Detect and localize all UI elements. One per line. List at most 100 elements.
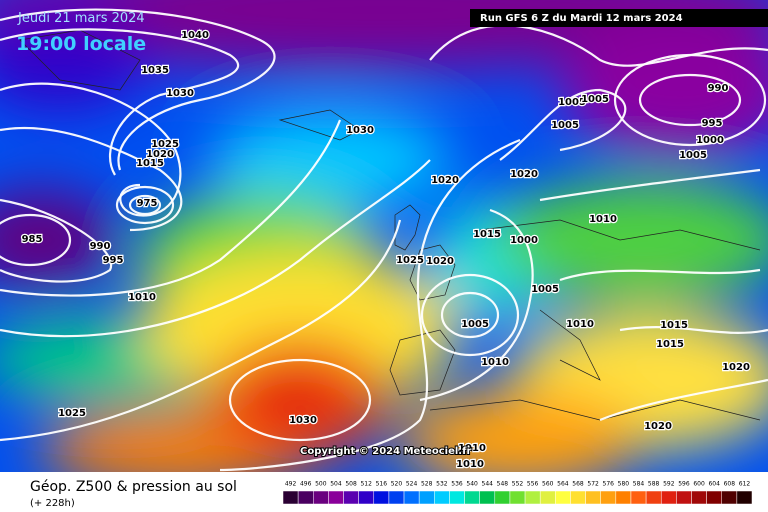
isobar-label: 990 (708, 83, 729, 94)
scale-label: 580 (618, 481, 630, 488)
scale-label: 508 (345, 481, 357, 488)
scale-swatch (615, 490, 632, 505)
scale-swatch (388, 490, 405, 505)
scale-swatch (479, 490, 496, 505)
isobar-label: 1025 (151, 139, 179, 150)
isobar-label: 1020 (146, 149, 174, 160)
scale-swatch (585, 490, 601, 505)
run-info: Run GFS 6 Z du Mardi 12 mars 2024 (480, 13, 683, 24)
scale-label: 572 (587, 481, 599, 488)
isobar-label: 1010 (566, 319, 594, 330)
isobar-label: 1010 (481, 357, 509, 368)
isobar-label: 1005 (551, 120, 579, 131)
scale-label: 532 (436, 481, 448, 488)
scale-label: 608 (724, 481, 736, 488)
scale-swatch (343, 490, 359, 505)
copyright: Copyright © 2024 Meteociel.fr (300, 446, 471, 457)
scale-label: 544 (482, 481, 494, 488)
run-banner (470, 9, 768, 27)
scale-label: 564 (557, 481, 569, 488)
isobar-label: 1005 (461, 319, 489, 330)
scale-label: 500 (315, 481, 327, 488)
scale-swatch (555, 490, 571, 505)
scale-swatch (434, 490, 450, 505)
scale-swatch (600, 490, 617, 505)
isobar-label: 995 (702, 118, 723, 129)
color-scale: 492 496 500 504 508 512 516 520 524 528 532 536 540 5… (282, 481, 753, 505)
isobar-label: 1020 (722, 362, 750, 373)
scale-swatch (494, 490, 511, 505)
isobar-labels: 1040103510301025102010159759859909951010… (20, 29, 751, 472)
scale-label: 568 (572, 481, 584, 488)
isobar-label: 1040 (181, 30, 209, 41)
isobar-label: 1035 (141, 65, 169, 76)
scale-swatch (373, 490, 390, 505)
isobars (0, 8, 768, 472)
isobar-label: 975 (137, 198, 158, 209)
isobar-label: 1010 (128, 292, 156, 303)
isobar-label: 1000 (696, 135, 724, 146)
isobar-label: 1025 (396, 255, 424, 266)
scale-swatch (509, 490, 526, 505)
scale-label: 536 (451, 481, 463, 488)
isobar-label: 1010 (458, 443, 486, 454)
lead-time: (+ 228h) (30, 498, 75, 509)
scale-swatch (464, 490, 480, 505)
scale-swatch (630, 490, 647, 505)
isobar-label: 990 (90, 241, 111, 252)
geopotential-field: 1040103510301025102010159759859909951010… (0, 0, 768, 472)
scale-swatch (660, 490, 677, 505)
scale-label: 504 (330, 481, 342, 488)
scale-swatch (570, 490, 586, 505)
scale-swatch (449, 490, 465, 505)
scale-label: 540 (466, 481, 478, 488)
scale-label: 584 (633, 481, 645, 488)
scale-swatch (328, 490, 344, 505)
product-title: Géop. Z500 & pression au sol (30, 479, 237, 495)
isobar-label: 1005 (558, 97, 586, 108)
scale-label: 552 (512, 481, 524, 488)
scale-swatch (418, 490, 435, 505)
scale-swatch (358, 490, 375, 505)
isobar-label: 1020 (426, 256, 454, 267)
scale-swatch (645, 490, 662, 505)
forecast-date: Jeudi 21 mars 2024 (17, 11, 145, 26)
scale-label: 520 (391, 481, 403, 488)
scale-swatch (676, 490, 692, 505)
scale-label: 592 (663, 481, 675, 488)
isobar-label: 1015 (660, 320, 688, 331)
isobar-label: 1015 (136, 158, 164, 169)
isobar-label: 1015 (473, 229, 501, 240)
scale-label: 516 (376, 481, 388, 488)
scale-label: 576 (603, 481, 615, 488)
scale-label: 492 (285, 481, 297, 488)
scale-swatch (721, 490, 738, 505)
scale-label: 512 (360, 481, 372, 488)
isobar-label: 1020 (510, 169, 538, 180)
isobar-label: 1010 (589, 214, 617, 225)
scale-label: 600 (693, 481, 705, 488)
isobar-label: 1015 (656, 339, 684, 350)
scale-label: 596 (678, 481, 690, 488)
scale-swatch (313, 490, 329, 505)
isobar-label: 1005 (531, 284, 559, 295)
isobar-label: 1005 (679, 150, 707, 161)
isobar-label: 1020 (644, 421, 672, 432)
scale-swatch (736, 490, 753, 505)
isobar-label: 985 (22, 234, 43, 245)
isobar-label: 1030 (346, 125, 374, 136)
scale-label: 528 (421, 481, 433, 488)
isobar-label: 1025 (58, 408, 86, 419)
scale-swatch (706, 490, 722, 505)
isobar-label: 1010 (456, 459, 484, 470)
scale-swatch (282, 490, 299, 505)
scale-label: 588 (648, 481, 660, 488)
scale-label: 496 (300, 481, 312, 488)
scale-swatch (403, 490, 420, 505)
isobar-label: 1030 (289, 415, 317, 426)
scale-label: 548 (497, 481, 509, 488)
forecast-time: 19:00 locale (16, 33, 146, 55)
scale-label: 556 (527, 481, 539, 488)
scale-label: 604 (708, 481, 720, 488)
